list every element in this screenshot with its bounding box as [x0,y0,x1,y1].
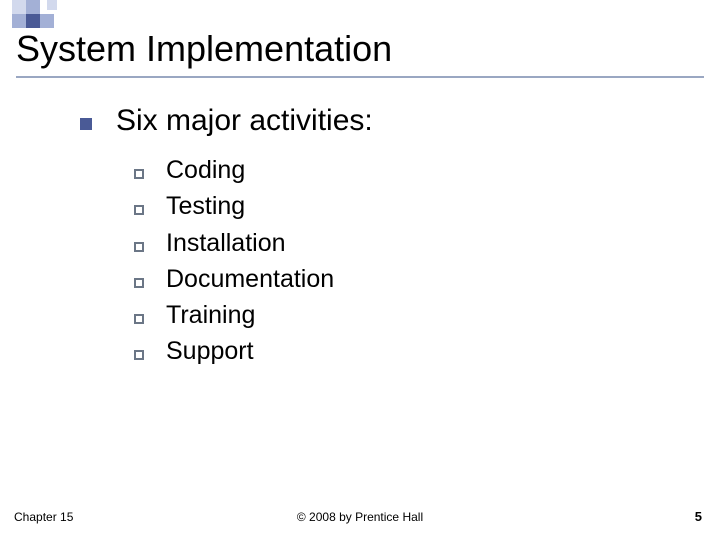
title-block: System Implementation [16,28,704,78]
slide-title: System Implementation [16,28,704,76]
level2-item: Documentation [134,261,373,297]
level2-text: Documentation [166,261,334,297]
level2-text: Testing [166,188,245,224]
level1-text: Six major activities: [116,104,373,138]
deco-square [12,14,26,28]
deco-square [40,14,54,28]
level2-item: Installation [134,225,373,261]
open-square-bullet-icon [134,205,144,215]
level2-item: Training [134,297,373,333]
open-square-bullet-icon [134,278,144,288]
deco-square [26,0,40,14]
deco-square [12,0,26,14]
open-square-bullet-icon [134,242,144,252]
level1-item: Six major activities: [80,104,373,138]
square-bullet-icon [80,118,92,130]
level2-text: Training [166,297,255,333]
level2-text: Coding [166,152,245,188]
level2-text: Installation [166,225,286,261]
slide: System Implementation Six major activiti… [0,0,720,540]
level2-text: Support [166,333,254,369]
level2-item: Testing [134,188,373,224]
deco-square [26,14,40,28]
slide-body: Six major activities: CodingTestingInsta… [80,104,373,370]
level2-item: Coding [134,152,373,188]
open-square-bullet-icon [134,314,144,324]
deco-square [47,0,57,10]
open-square-bullet-icon [134,169,144,179]
footer-page-number: 5 [695,509,702,524]
open-square-bullet-icon [134,350,144,360]
footer-copyright: © 2008 by Prentice Hall [0,510,720,524]
level2-item: Support [134,333,373,369]
title-underline [16,76,704,78]
level2-list: CodingTestingInstallationDocumentationTr… [134,152,373,370]
